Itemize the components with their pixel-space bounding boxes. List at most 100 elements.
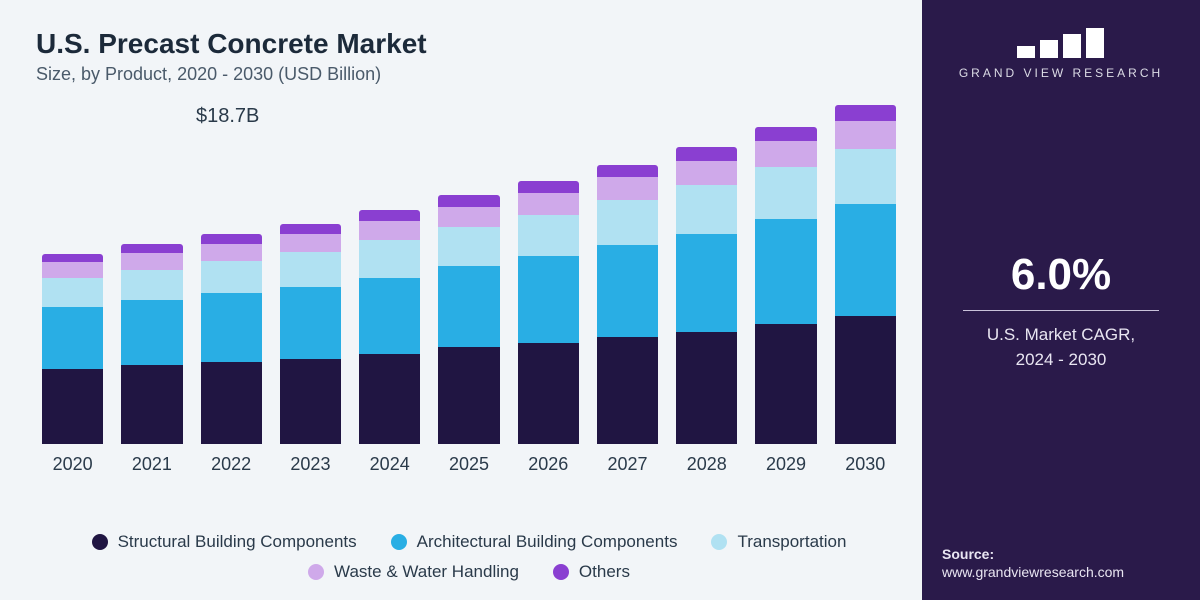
x-axis-label: 2027 xyxy=(607,454,647,475)
side-pane: GRAND VIEW RESEARCH 6.0% U.S. Market CAG… xyxy=(922,0,1200,600)
bar-segment-architectural xyxy=(42,307,103,369)
legend-item-transportation: Transportation xyxy=(711,532,846,552)
legend-swatch-icon xyxy=(711,534,727,550)
bar-segment-waste_water xyxy=(676,161,737,186)
bar-column: 2027 xyxy=(597,165,658,475)
bar-segment-waste_water xyxy=(518,193,579,214)
bar-segment-waste_water xyxy=(755,141,816,167)
bar-segment-architectural xyxy=(597,245,658,337)
bar-segment-others xyxy=(42,254,103,262)
stacked-bar xyxy=(676,147,737,444)
bar-segment-others xyxy=(121,244,182,253)
stat-value: 6.0% xyxy=(942,250,1180,300)
bar-segment-structural xyxy=(518,343,579,444)
stacked-bar xyxy=(42,254,103,444)
legend-swatch-icon xyxy=(92,534,108,550)
bar-column: 2028 xyxy=(676,147,737,475)
bar-segment-structural xyxy=(597,337,658,444)
bar-segment-structural xyxy=(201,362,262,444)
bar-column: 2023 xyxy=(280,224,341,476)
bar-segment-structural xyxy=(835,316,896,444)
bar-segment-structural xyxy=(42,369,103,444)
bar-segment-others xyxy=(835,105,896,121)
plot-wrap: $18.7B 202020212022202320242025202620272… xyxy=(36,115,902,512)
bar-segment-structural xyxy=(359,354,420,444)
chart-subtitle: Size, by Product, 2020 - 2030 (USD Billi… xyxy=(36,64,902,85)
legend-item-waste_water: Waste & Water Handling xyxy=(308,562,519,582)
x-axis-label: 2023 xyxy=(290,454,330,475)
bar-plot: 2020 2021 2022 2023 2024 2025 2026 2027 2028 2029… xyxy=(36,115,902,475)
bar-segment-structural xyxy=(755,324,816,444)
x-axis-label: 2024 xyxy=(370,454,410,475)
bar-column: 2022 xyxy=(201,234,262,475)
bar-column: 2025 xyxy=(438,195,499,475)
bar-segment-waste_water xyxy=(42,262,103,278)
bar-segment-transportation xyxy=(835,149,896,204)
bar-column: 2030 xyxy=(835,105,896,475)
stat-label-line1: U.S. Market CAGR, xyxy=(987,325,1135,344)
bar-segment-structural xyxy=(121,365,182,444)
bar-segment-transportation xyxy=(438,227,499,266)
legend-swatch-icon xyxy=(308,564,324,580)
x-axis-label: 2029 xyxy=(766,454,806,475)
legend-swatch-icon xyxy=(391,534,407,550)
bar-segment-structural xyxy=(438,347,499,444)
bar-segment-architectural xyxy=(676,234,737,332)
bar-segment-transportation xyxy=(755,167,816,219)
bar-segment-others xyxy=(438,195,499,206)
source-value: www.grandviewresearch.com xyxy=(942,564,1180,580)
bar-segment-waste_water xyxy=(438,207,499,227)
stat-label: U.S. Market CAGR, 2024 - 2030 xyxy=(942,323,1180,372)
bar-segment-transportation xyxy=(121,270,182,300)
stacked-bar xyxy=(518,181,579,444)
bar-segment-architectural xyxy=(438,266,499,347)
x-axis-label: 2021 xyxy=(132,454,172,475)
stat-label-line2: 2024 - 2030 xyxy=(1016,350,1107,369)
bar-segment-architectural xyxy=(201,293,262,362)
stacked-bar xyxy=(438,195,499,444)
legend-item-architectural: Architectural Building Components xyxy=(391,532,678,552)
source-label: Source: xyxy=(942,546,1180,562)
bar-segment-others xyxy=(201,234,262,244)
bar-segment-others xyxy=(597,165,658,177)
bar-segment-structural xyxy=(676,332,737,445)
bar-segment-others xyxy=(359,210,420,221)
legend: Structural Building Components Architectu… xyxy=(36,532,902,582)
bar-column: 2021 xyxy=(121,244,182,475)
legend-label: Transportation xyxy=(737,532,846,552)
bar-segment-structural xyxy=(280,359,341,445)
x-axis-label: 2026 xyxy=(528,454,568,475)
stacked-bar xyxy=(280,224,341,445)
bar-segment-others xyxy=(755,127,816,142)
stacked-bar xyxy=(835,105,896,444)
stacked-bar xyxy=(755,127,816,444)
legend-item-others: Others xyxy=(553,562,630,582)
bar-segment-waste_water xyxy=(201,244,262,261)
bar-column: 2024 xyxy=(359,210,420,475)
bar-segment-waste_water xyxy=(597,177,658,200)
bar-column: 2026 xyxy=(518,181,579,475)
bar-segment-others xyxy=(280,224,341,234)
bar-segment-transportation xyxy=(597,200,658,245)
brand-logo: GRAND VIEW RESEARCH xyxy=(959,28,1163,80)
x-axis-label: 2020 xyxy=(53,454,93,475)
bar-segment-architectural xyxy=(121,300,182,365)
legend-label: Others xyxy=(579,562,630,582)
bar-segment-architectural xyxy=(835,204,896,315)
logo-bars-icon xyxy=(959,28,1163,58)
bar-segment-waste_water xyxy=(835,121,896,149)
bar-segment-transportation xyxy=(518,215,579,257)
legend-label: Structural Building Components xyxy=(118,532,357,552)
legend-label: Waste & Water Handling xyxy=(334,562,519,582)
bar-segment-architectural xyxy=(518,256,579,343)
chart-title: U.S. Precast Concrete Market xyxy=(36,28,902,60)
bar-segment-architectural xyxy=(755,219,816,324)
source-block: Source: www.grandviewresearch.com xyxy=(942,546,1180,580)
x-axis-label: 2030 xyxy=(845,454,885,475)
chart-pane: U.S. Precast Concrete Market Size, by Pr… xyxy=(0,0,922,600)
bar-segment-others xyxy=(676,147,737,161)
stacked-bar xyxy=(121,244,182,444)
bar-segment-others xyxy=(518,181,579,193)
x-axis-label: 2028 xyxy=(687,454,727,475)
legend-label: Architectural Building Components xyxy=(417,532,678,552)
